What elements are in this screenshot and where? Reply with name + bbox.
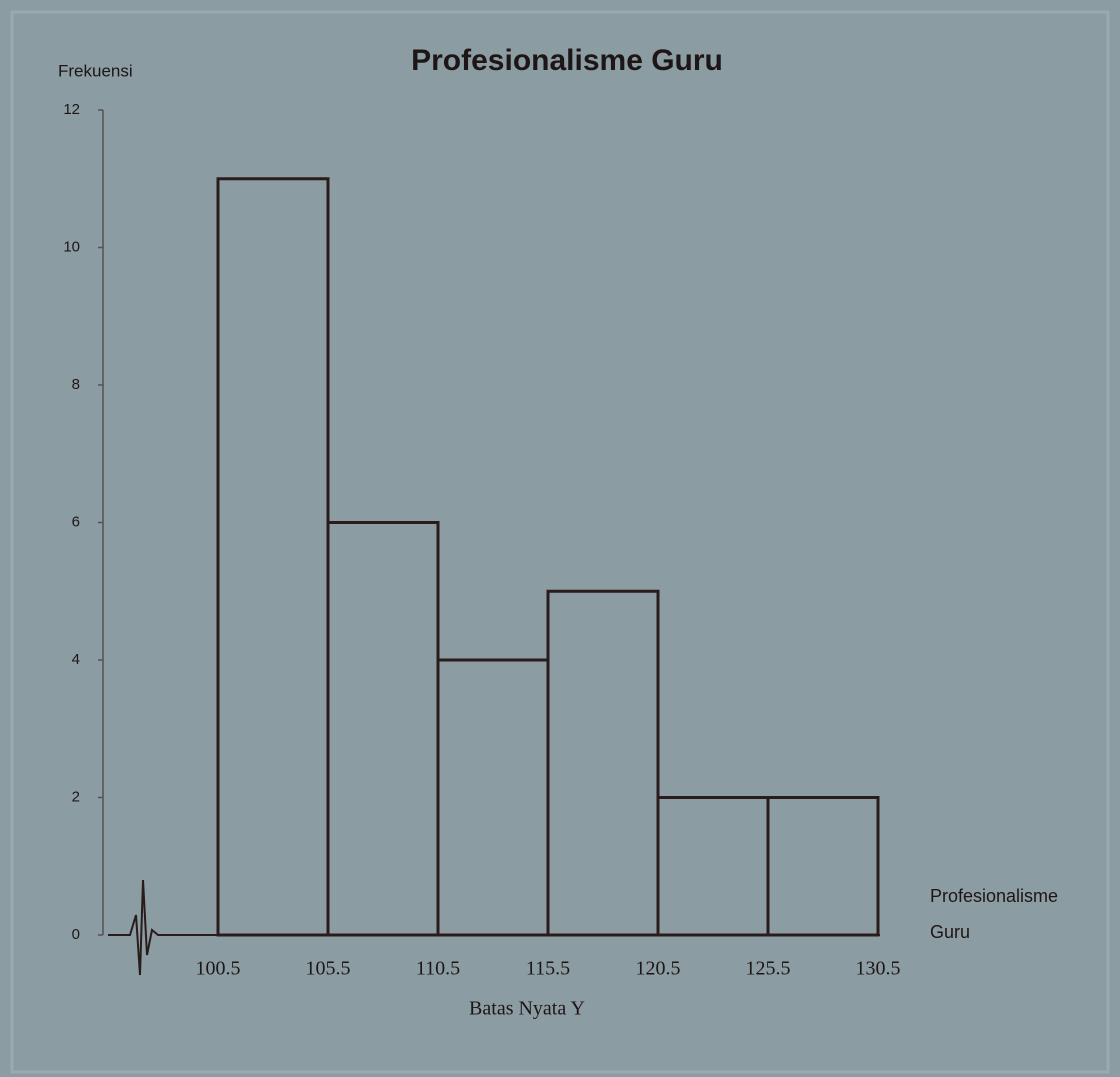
y-tick-label: 12: [63, 101, 80, 118]
x-tick-label: 115.5: [526, 958, 570, 980]
y-axis-label: Frekuensi: [58, 61, 133, 80]
y-tick-label: 10: [63, 238, 80, 255]
frame: [10, 10, 1110, 1074]
y-tick-label: 6: [72, 513, 80, 530]
x-tick-label: 120.5: [636, 958, 681, 980]
axis-break: [108, 879, 168, 976]
y-tick-label: 4: [72, 651, 80, 668]
x-axis-label: Batas Nyata Y: [469, 998, 585, 1020]
x-tick-label: 100.5: [196, 958, 241, 980]
chart-title: Profesionalisme Guru: [411, 44, 723, 77]
y-tick-label: 8: [72, 376, 80, 393]
x-end-label: Guru: [930, 922, 970, 942]
y-tick-label: 2: [72, 788, 80, 805]
y-tick-label: 0: [72, 926, 80, 943]
bar: [546, 589, 660, 937]
bar: [766, 796, 880, 937]
x-tick-label: 110.5: [416, 958, 460, 980]
x-end-label: Profesionalisme: [930, 886, 1058, 906]
x-tick-label: 130.5: [856, 958, 901, 980]
x-tick-label: 125.5: [746, 958, 791, 980]
x-tick-label: 105.5: [306, 958, 351, 980]
